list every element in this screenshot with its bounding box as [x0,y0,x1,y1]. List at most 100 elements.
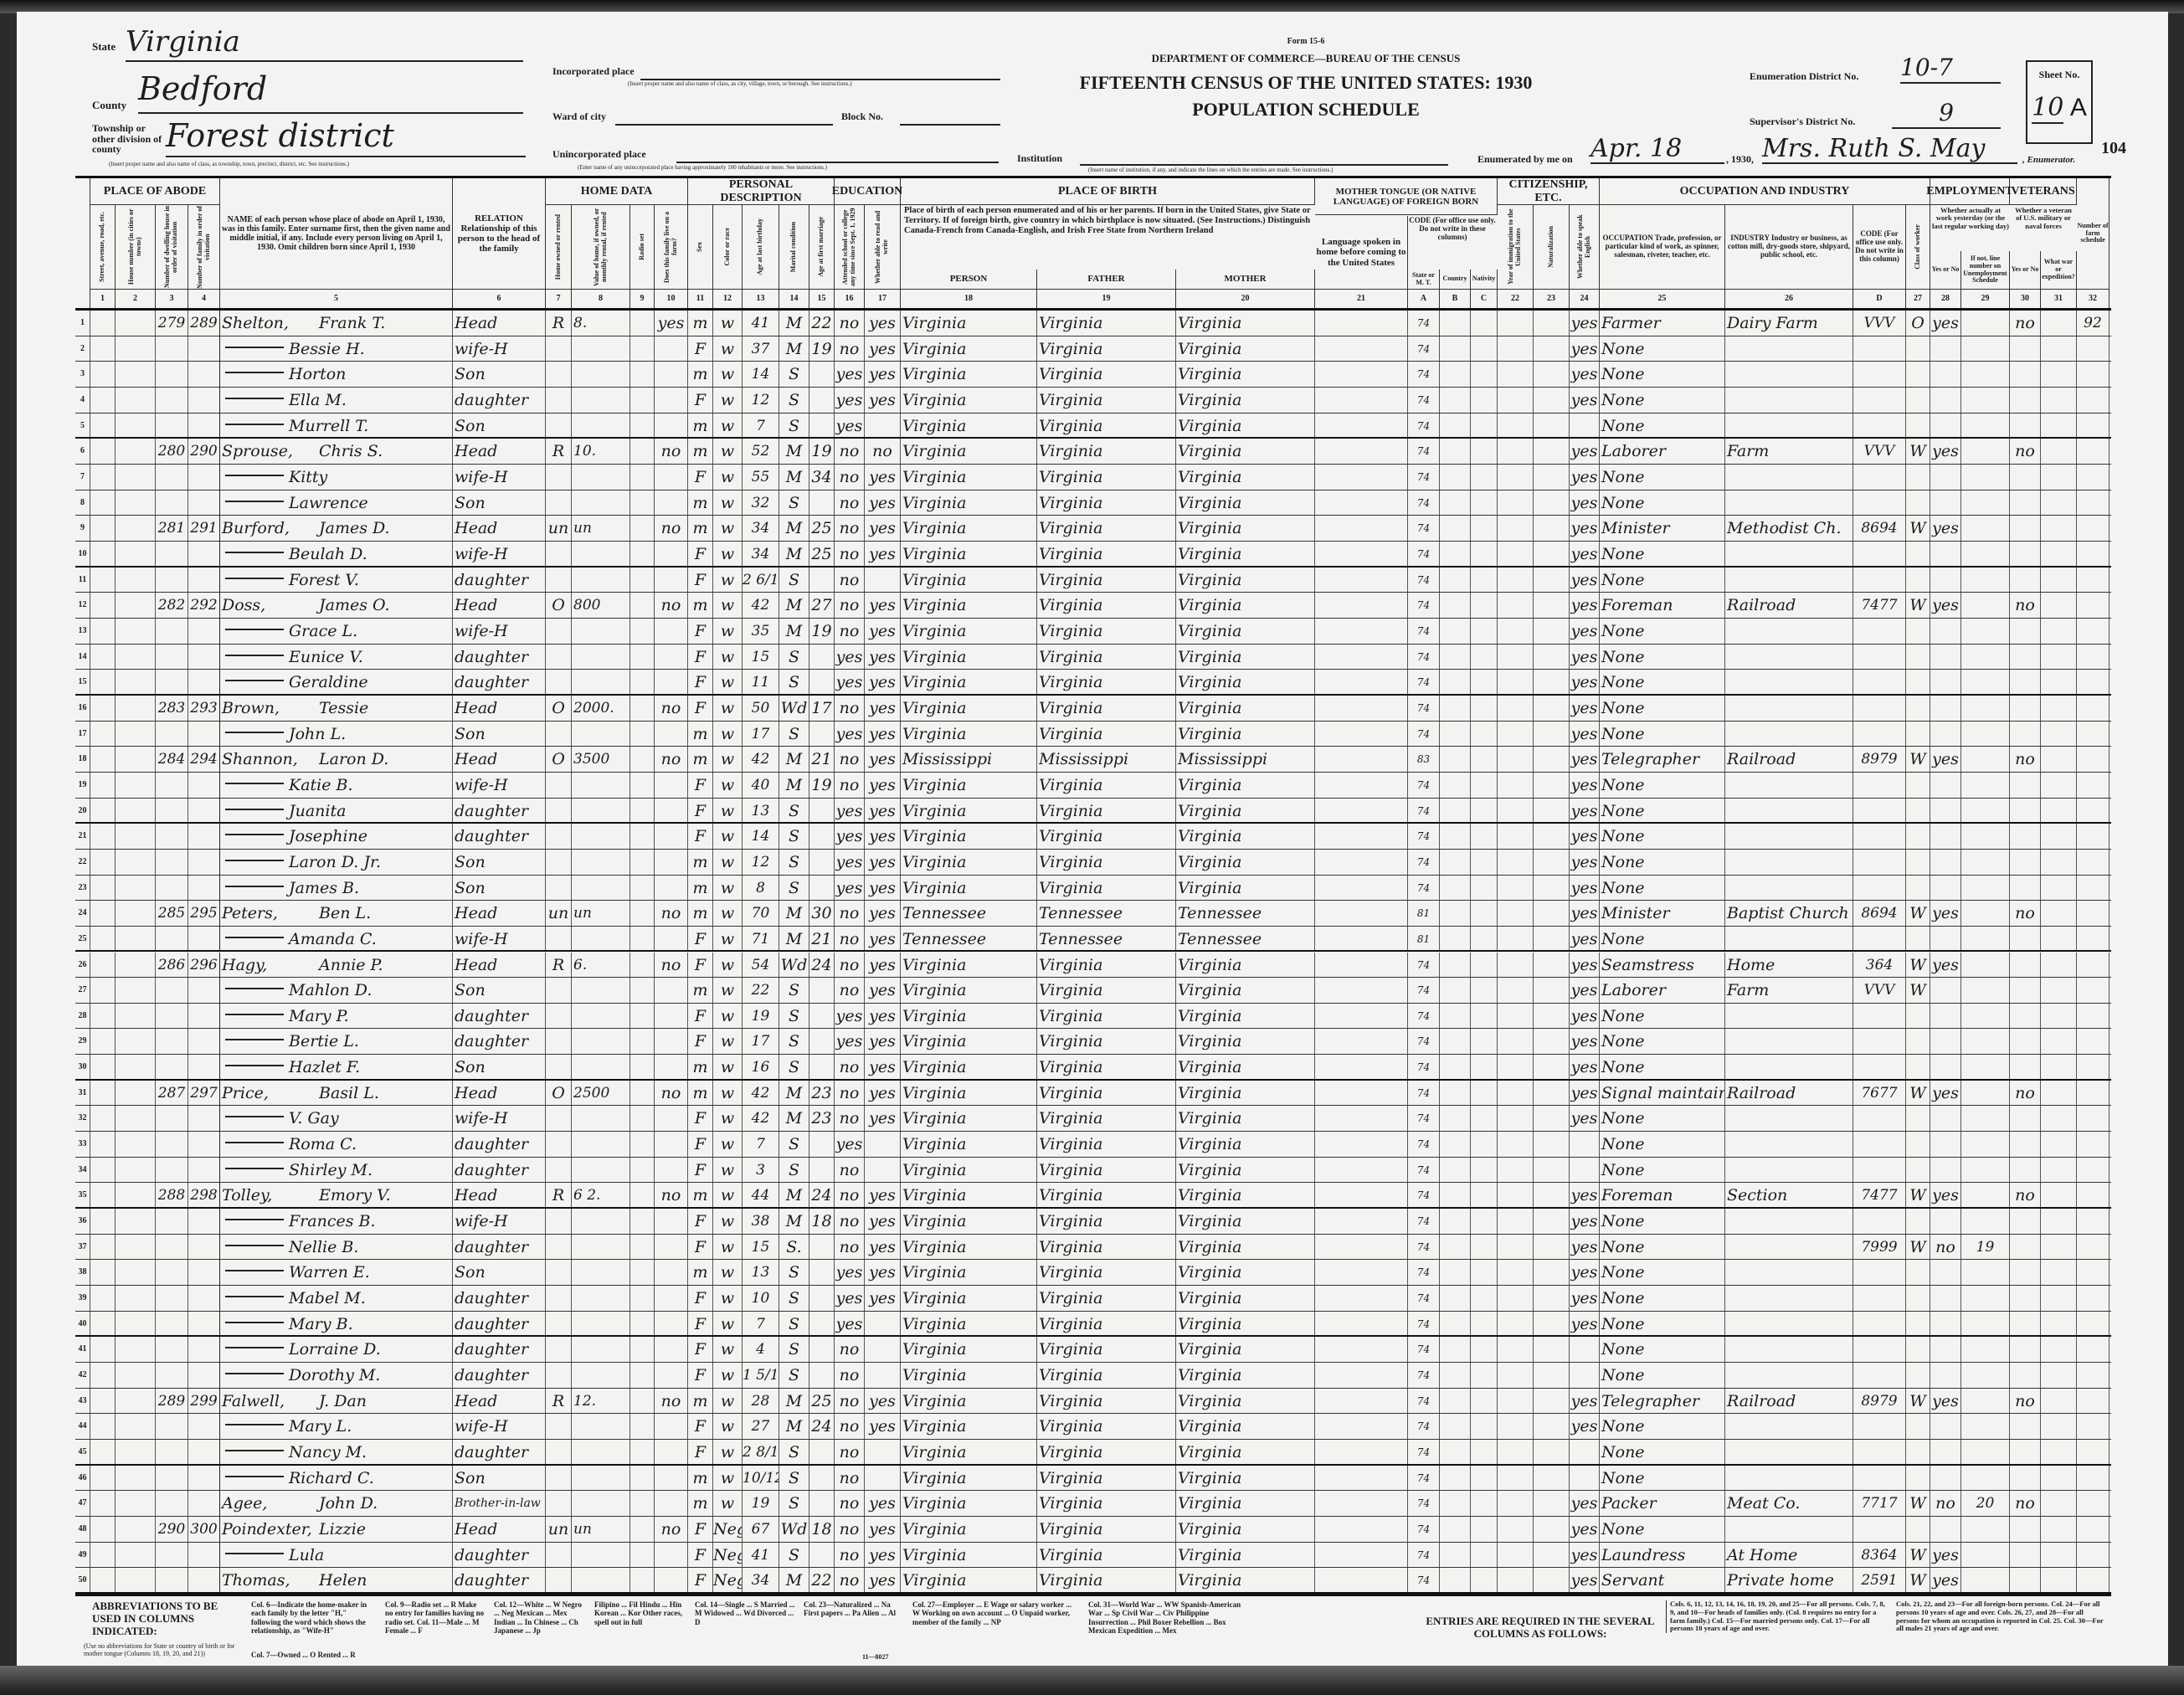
cell-family [188,978,220,1003]
column-group-header: EDUCATION [832,178,902,205]
cell-farm-schedule [2077,1337,2109,1363]
cell-age-married: 23 [809,1080,835,1106]
cell-code-c [1471,926,1498,951]
cell-war [2041,1183,2077,1208]
cell-veteran [2010,541,2041,566]
cell-code-c [1471,1157,1498,1183]
cell-dwelling-street [90,1132,116,1157]
cell-age-married: 22 [809,311,835,336]
cell-school: yes [835,362,865,387]
cell-unemp-line [1961,336,2010,362]
cell-english: yes [1570,439,1600,464]
cell-code-d: VVV [1853,978,1906,1003]
column-label: Does this family live on a farm? [662,211,678,283]
cell-farm-schedule [2077,1209,2109,1234]
cell-age-married [809,1542,835,1568]
cell-age: 7 [743,1311,779,1336]
cell-age-married [809,362,835,387]
cell-war [2041,1106,2077,1132]
cell-age: 2 6/12 [743,567,779,593]
column-label: Age at first marriage [817,217,825,277]
cell-dwelling [156,1542,188,1568]
cell-birth-person: Virginia [901,1517,1037,1542]
cell-birth-person: Virginia [901,1286,1037,1311]
cell-natur [1534,772,1570,798]
line-number: 31 [75,1080,90,1106]
line-number: 38 [75,1260,90,1286]
department: DEPARTMENT OF COMMERCE—BUREAU OF THE CEN… [1151,52,1461,64]
column-header-industry: INDUSTRY Industry or business, as cotton… [1725,205,1853,289]
cell-name: Hagy, Annie P. [220,952,453,978]
cell-occupation: None [1600,875,1725,901]
cell-read-write [865,1337,901,1363]
cell-immig [1498,695,1534,721]
cell-code-a: 81 [1408,926,1440,951]
line-number: 33 [75,1132,90,1157]
cell-industry [1725,670,1853,694]
column-header-code-c: Nativity [1471,270,1498,289]
cell-farm [655,618,688,644]
cell-at-work [1930,1132,1961,1157]
cell-dwelling-street [90,1003,116,1029]
line-number: 32 [75,1106,90,1132]
cell-sex: m [688,516,713,541]
cell-radio [630,362,655,387]
cell-occupation: None [1600,824,1725,849]
line-number: 27 [75,978,90,1003]
cell-war [2041,541,2077,566]
cell-school: no [835,1209,865,1234]
sheet-number-box: Sheet No. 10 A [2026,60,2093,144]
given-name: Eunice V. [289,647,363,666]
cell-dwelling [156,490,188,516]
cell-radio [630,593,655,618]
cell-tenure [546,1003,572,1029]
cell-sex: F [688,926,713,951]
surname-ditto-line [225,936,284,938]
cell-farm [655,413,688,438]
cell-war [2041,1080,2077,1106]
cell-industry [1725,695,1853,721]
block-field [900,112,1000,126]
cell-school: no [835,1542,865,1568]
cell-immig [1498,1568,1534,1592]
cell-dwelling-street [90,721,116,747]
cell-birth-mother: Virginia [1176,1517,1315,1542]
cell-code-c [1471,1337,1498,1363]
cell-class [1906,1414,1930,1440]
cell-tenure [546,978,572,1003]
given-name: Mary L. [289,1417,352,1436]
cell-code-d [1853,1440,1906,1464]
cell-code-b [1440,747,1471,772]
cell-veteran [2010,1517,2041,1542]
cell-birth-mother: Virginia [1176,1209,1315,1234]
given-name: Laron D. [319,750,389,769]
cell-war [2041,1414,2077,1440]
cell-value: 800 [572,593,630,618]
cell-birth-father: Virginia [1037,1337,1176,1363]
given-name: Hazlet F. [289,1058,361,1077]
cell-school: yes [835,1286,865,1311]
cell-code-a: 74 [1408,1388,1440,1414]
cell-relation: wife-H [453,1209,546,1234]
column-label: Year of immigration to the United States [1507,208,1522,285]
cell-family [188,1363,220,1388]
cell-dwelling-street [90,824,116,849]
given-name: John D. [319,1494,378,1513]
line-number: 35 [75,1183,90,1208]
cell-race: Neg [713,1542,743,1568]
cell-read-write: yes [865,1542,901,1568]
cell-radio [630,1055,655,1079]
cell-code-d [1853,1286,1906,1311]
cell-code-a: 74 [1408,1003,1440,1029]
cell-house [116,926,156,951]
cell-immig [1498,644,1534,670]
column-group-header: VETERANS [2010,178,2077,205]
cell-farm [655,1465,688,1491]
enumeration-year: , 1930, [1726,153,1754,165]
cell-occupation: None [1600,1465,1725,1491]
cell-natur [1534,311,1570,336]
